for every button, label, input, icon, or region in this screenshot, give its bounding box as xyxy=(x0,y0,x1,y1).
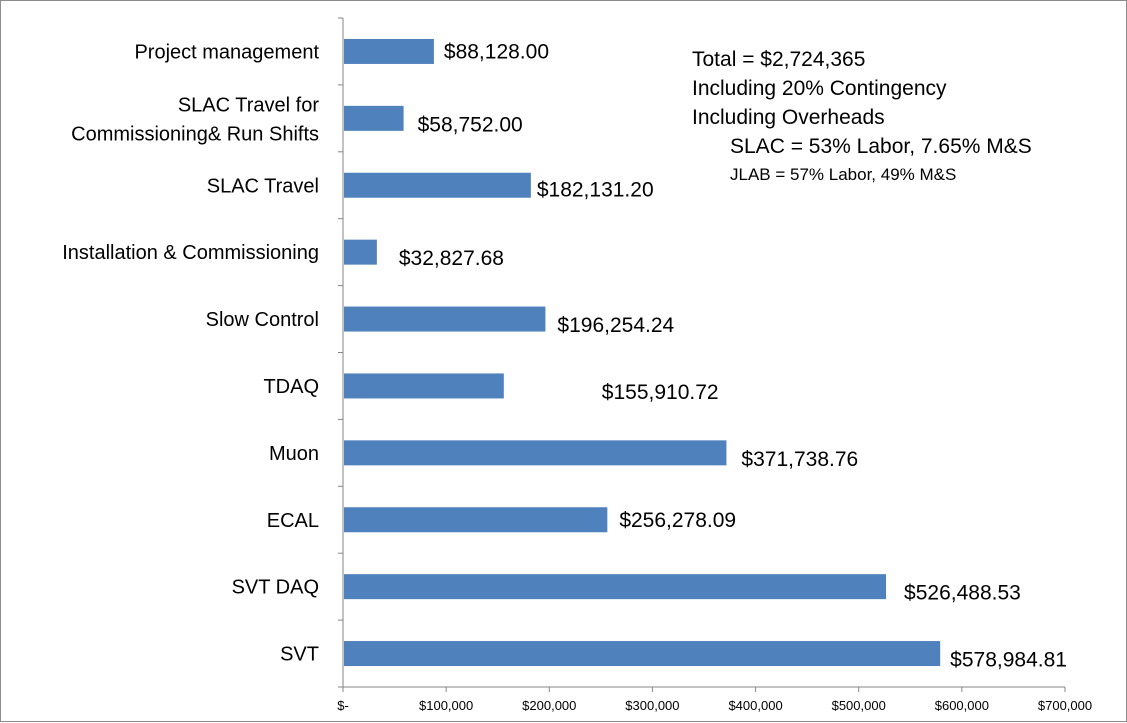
category-label: SVT DAQ xyxy=(232,577,319,599)
bar xyxy=(344,507,608,533)
data-label: $578,984.81 xyxy=(950,649,1067,672)
data-label: $371,738.76 xyxy=(741,448,858,471)
data-label: $182,131.20 xyxy=(537,178,654,201)
jlab-overhead-note: JLAB = 57% Labor, 49% M&S xyxy=(730,165,957,184)
data-label: $526,488.53 xyxy=(904,582,1021,605)
x-tick-label: $400,000 xyxy=(728,698,782,713)
slac-overhead-note: SLAC = 53% Labor, 7.65% M&S xyxy=(730,135,1032,158)
bar xyxy=(344,373,504,399)
category-label: SLAC Travel for Commissioning& Run Shifts xyxy=(71,94,319,145)
data-label: $58,752.00 xyxy=(418,113,523,136)
category-label: Slow Control xyxy=(206,309,319,331)
overheads-note: Including Overheads xyxy=(692,106,885,129)
category-label: Muon xyxy=(269,443,319,465)
bar xyxy=(344,38,434,64)
bar xyxy=(344,172,531,198)
category-label: SLAC Travel xyxy=(207,175,319,197)
category-label-line: Commissioning& Run Shifts xyxy=(71,123,319,145)
x-tick-label: $200,000 xyxy=(522,698,576,713)
bar xyxy=(344,641,941,667)
bar xyxy=(344,574,887,600)
x-tick-label: $700,000 xyxy=(1038,698,1092,713)
x-tick-label: $- xyxy=(337,698,349,713)
bar xyxy=(344,440,727,466)
data-label: $196,254.24 xyxy=(557,314,674,337)
x-tick-label: $600,000 xyxy=(935,698,989,713)
x-tick-label: $500,000 xyxy=(832,698,886,713)
data-label: $32,827.68 xyxy=(399,247,504,270)
data-label: $155,910.72 xyxy=(602,381,719,404)
category-label: Project management xyxy=(134,41,319,63)
category-label-line: SLAC Travel for xyxy=(178,94,320,116)
bar xyxy=(344,306,546,332)
data-label: $88,128.00 xyxy=(444,40,549,63)
bar xyxy=(344,105,404,131)
x-tick-label: $300,000 xyxy=(625,698,679,713)
category-label: ECAL xyxy=(267,510,319,532)
contingency-note: Including 20% Contingency xyxy=(692,77,947,100)
bar xyxy=(344,239,377,265)
total-note: Total = $2,724,365 xyxy=(692,48,866,71)
category-label: SVT xyxy=(280,644,319,666)
category-label: Installation & Commissioning xyxy=(62,242,319,264)
data-label: $256,278.09 xyxy=(619,509,736,532)
category-label: TDAQ xyxy=(263,376,319,398)
x-tick-label: $100,000 xyxy=(419,698,473,713)
notes-box: Total = $2,724,365 Including 20% Conting… xyxy=(692,45,1032,189)
